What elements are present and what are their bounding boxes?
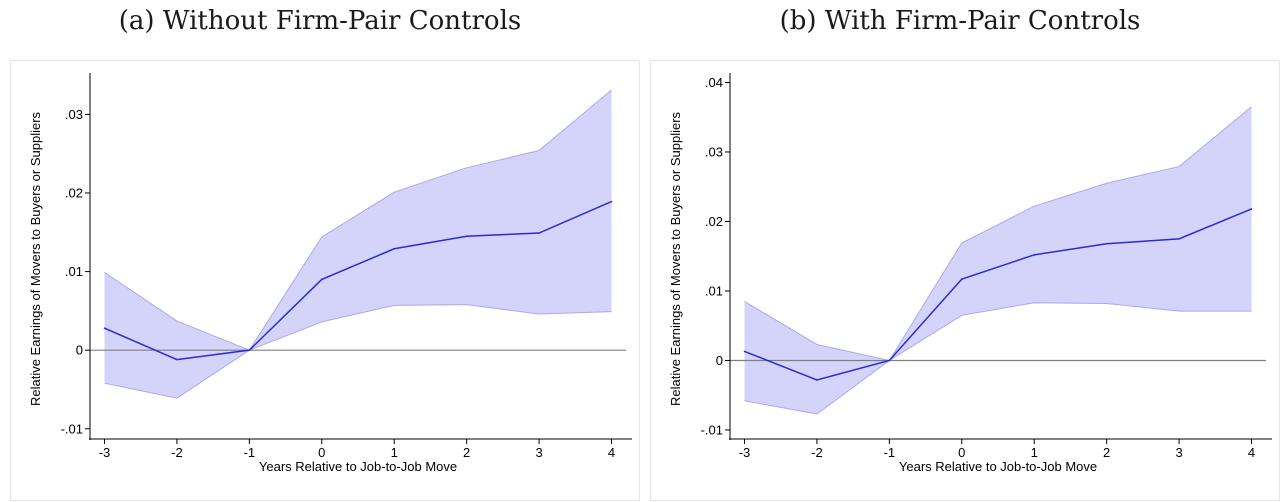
chart-b-band-lower-edge [744, 302, 1252, 415]
chart-b-confidence-band [744, 106, 1252, 414]
chart-b-x-axis-title: Years Relative to Job-to-Job Move [899, 459, 1097, 474]
chart-b-xtick-label-6: 3 [1175, 445, 1182, 460]
chart-a-xtick-label-3: 0 [318, 445, 325, 460]
chart-a-xtick-label-4: 1 [391, 445, 398, 460]
chart-a-point-0 [103, 327, 106, 329]
chart-b-xtick-label-3: 0 [958, 445, 965, 460]
chart-b-point-3 [960, 278, 963, 280]
chart-a-xtick-label-2: -1 [244, 445, 256, 460]
chart-a-point-3 [320, 278, 323, 281]
chart-a-point-4 [393, 247, 396, 250]
chart-panel-b: -.01 0 .01 .02 .03 .04 -3 -2 -1 0 1 2 3 4 Years Relati… [650, 60, 1280, 501]
chart-b-xtick-label-0: -3 [739, 445, 751, 460]
panel-b-title: (b) With Firm-Pair Controls [779, 6, 1141, 36]
chart-a-svg: -.01 0 .01 .02 .03 -3 -2 -1 0 1 2 3 4 Years Relative … [28, 73, 632, 474]
chart-a-xtick-label-5: 2 [463, 445, 470, 460]
chart-a-point-6 [538, 232, 540, 234]
chart-b-point-1 [816, 379, 818, 381]
chart-a-ytick-label-4: .03 [65, 107, 83, 122]
panel-a-title: (a) Without Firm-Pair Controls [118, 6, 522, 36]
chart-b-ytick-label-3: .02 [705, 214, 723, 229]
chart-a-point-2 [248, 349, 251, 351]
chart-a-xtick-label-6: 3 [535, 445, 542, 460]
chart-a-xtick-label-0: -3 [99, 445, 111, 460]
chart-b-y-axis-title: Relative Earnings of Movers to Buyers or… [668, 111, 683, 406]
chart-a-xtick-label-1: -2 [171, 445, 183, 460]
chart-b-point-0 [743, 350, 746, 353]
chart-b-band-upper-edge [744, 106, 1252, 362]
chart-b-estimate-line [744, 208, 1252, 381]
chart-b-ytick-label-5: .04 [705, 75, 723, 90]
chart-b-point-2 [888, 359, 891, 362]
chart-b-point-7 [1250, 208, 1253, 210]
chart-a-point-1 [176, 358, 178, 361]
chart-a-estimate-line [104, 200, 612, 361]
chart-a-ytick-label-0: -.01 [61, 421, 83, 436]
chart-b-svg: -.01 0 .01 .02 .03 .04 -3 -2 -1 0 1 2 3 4 Years Relati… [668, 73, 1272, 474]
chart-b-xtick-label-2: -1 [884, 445, 896, 460]
chart-b-ytick-label-1: 0 [716, 353, 723, 368]
chart-b-point-4 [1033, 254, 1036, 256]
chart-a-ytick-label-2: .01 [65, 264, 83, 279]
chart-b-xtick-label-7: 4 [1248, 445, 1255, 460]
chart-a-band-lower-edge [104, 304, 612, 399]
chart-a-band-upper-edge [104, 89, 612, 351]
chart-b-ytick-label-0: -.01 [701, 422, 723, 437]
chart-panel-a: -.01 0 .01 .02 .03 -3 -2 -1 0 1 2 3 4 Years Relative … [10, 60, 640, 501]
chart-b-point-5 [1105, 242, 1108, 245]
chart-a-point-7 [610, 200, 613, 203]
chart-b-xtick-label-1: -2 [811, 445, 823, 460]
chart-a-xtick-label-7: 4 [608, 445, 615, 460]
chart-a-confidence-band [104, 90, 612, 399]
chart-b-ytick-label-2: .01 [705, 283, 723, 298]
chart-b-point-6 [1178, 238, 1180, 240]
chart-b-xtick-label-4: 1 [1031, 445, 1038, 460]
chart-b-xtick-label-5: 2 [1103, 445, 1110, 460]
chart-a-ytick-label-3: .02 [65, 185, 83, 200]
chart-b-ytick-label-4: .03 [705, 144, 723, 159]
chart-a-y-axis-title: Relative Earnings of Movers to Buyers or… [28, 111, 43, 406]
chart-a-point-5 [465, 235, 468, 238]
chart-a-ytick-label-1: 0 [76, 343, 83, 358]
chart-a-x-axis-title: Years Relative to Job-to-Job Move [259, 459, 457, 474]
